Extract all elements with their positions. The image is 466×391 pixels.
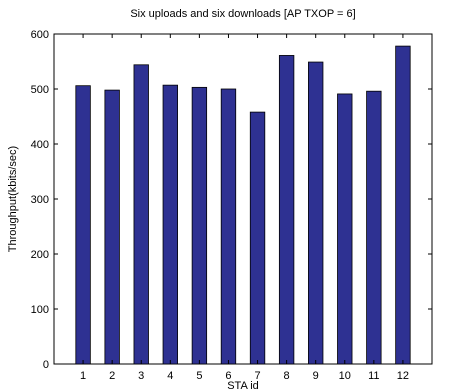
bar-sta-12 bbox=[395, 45, 411, 365]
y-ticks-group: 0 100 200 300 400 500 600 bbox=[31, 29, 432, 371]
x-ticks-group: 1 2 3 4 5 6 7 8 9 10 11 12 bbox=[80, 34, 409, 382]
y-tick-label: 500 bbox=[31, 84, 49, 96]
x-tick-label: 8 bbox=[284, 370, 290, 382]
x-tick-label: 1 bbox=[80, 370, 86, 382]
bar-sta-2 bbox=[104, 89, 120, 365]
bar-sta-8 bbox=[278, 55, 295, 365]
y-tick-label: 300 bbox=[31, 194, 49, 206]
bar-sta-4 bbox=[162, 84, 178, 365]
y-tick-label: 0 bbox=[43, 359, 49, 371]
x-tick-label: 9 bbox=[313, 370, 319, 382]
x-axis-label: STA id bbox=[227, 380, 259, 391]
x-tick-label: 11 bbox=[368, 370, 379, 382]
bar-sta-3 bbox=[133, 64, 149, 365]
bars-group bbox=[75, 45, 411, 365]
x-tick-label: 7 bbox=[254, 370, 260, 382]
bar-sta-5 bbox=[191, 86, 208, 365]
bar-sta-7 bbox=[249, 111, 266, 365]
y-axis-label: Throughput(kbits/sec) bbox=[7, 146, 19, 252]
y-tick-label: 400 bbox=[31, 139, 49, 151]
bar-sta-10 bbox=[337, 93, 353, 365]
bar-sta-11 bbox=[366, 90, 382, 365]
y-tick-label: 600 bbox=[31, 29, 49, 41]
bar-sta-1 bbox=[75, 85, 91, 365]
x-tick-label: 4 bbox=[167, 370, 173, 382]
x-tick-label: 2 bbox=[109, 370, 115, 382]
x-tick-label: 12 bbox=[397, 370, 409, 382]
y-tick-label: 200 bbox=[31, 249, 49, 261]
x-tick-label: 3 bbox=[138, 370, 144, 382]
x-tick-label: 10 bbox=[339, 370, 351, 382]
bar-sta-6 bbox=[220, 88, 237, 365]
bar-sta-9 bbox=[308, 61, 324, 365]
x-tick-label: 5 bbox=[196, 370, 202, 382]
chart-title: Six uploads and six downloads [AP TXOP =… bbox=[130, 8, 355, 20]
x-tick-label: 6 bbox=[225, 370, 231, 382]
y-tick-label: 100 bbox=[31, 304, 49, 316]
